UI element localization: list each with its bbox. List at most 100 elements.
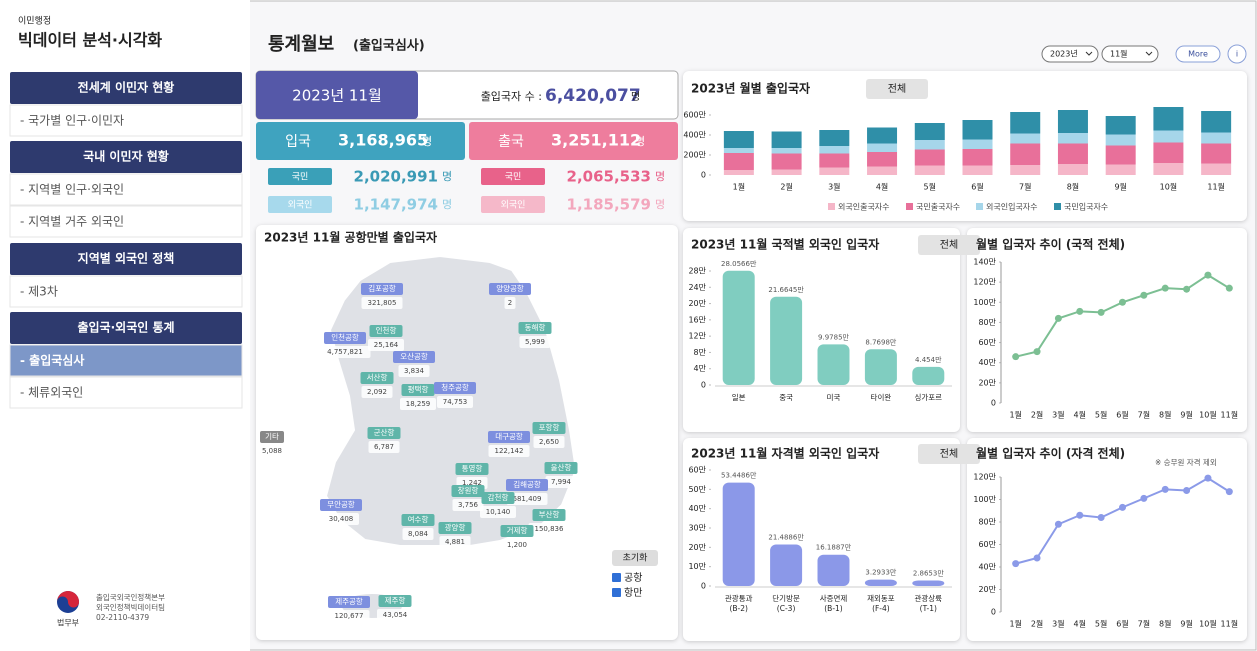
- port-tag[interactable]: [506, 479, 548, 491]
- unit: 명: [442, 170, 452, 183]
- port-name[interactable]: 제주항: [385, 596, 406, 605]
- port-name[interactable]: 군산항: [374, 427, 395, 437]
- port-tag[interactable]: [260, 431, 284, 443]
- port-name[interactable]: 김해공항: [513, 479, 541, 489]
- port-name[interactable]: 평택항: [408, 384, 429, 394]
- port-tag[interactable]: [434, 382, 476, 394]
- menu-label[interactable]: - 지역별 인구·외국인: [20, 183, 124, 197]
- menu-item[interactable]: [9, 205, 243, 238]
- menu-item[interactable]: [9, 275, 243, 308]
- port-name[interactable]: 서산항: [367, 372, 388, 382]
- x-tick-label: 11월: [1221, 410, 1239, 420]
- y-tick-label: 200만: [683, 151, 706, 160]
- point: [1140, 291, 1148, 299]
- reset-button[interactable]: [612, 550, 658, 566]
- foreign-badge-label: 외국인: [501, 199, 526, 211]
- port-name[interactable]: 여수항: [408, 514, 429, 524]
- filter-button[interactable]: [918, 235, 980, 255]
- info-label[interactable]: i: [1236, 50, 1238, 59]
- port-name[interactable]: 청주공항: [441, 383, 469, 392]
- port-tag[interactable]: [451, 485, 485, 497]
- port-tag[interactable]: [378, 595, 412, 607]
- port-tag[interactable]: [393, 351, 435, 363]
- port-tag[interactable]: [438, 522, 472, 534]
- port-tag[interactable]: [361, 283, 403, 295]
- port-name[interactable]: 오산공항: [400, 351, 428, 361]
- port-name[interactable]: 인천항: [376, 325, 397, 335]
- select[interactable]: [1041, 45, 1099, 63]
- checkbox[interactable]: [612, 573, 621, 582]
- select[interactable]: [1101, 45, 1159, 63]
- select-label[interactable]: 2023년: [1050, 49, 1078, 59]
- port-name[interactable]: 동해항: [525, 322, 546, 332]
- x-tick-label: 7월: [1138, 410, 1150, 420]
- port-tag[interactable]: [324, 332, 366, 344]
- bar-segment: [962, 120, 993, 140]
- port-name[interactable]: 인천공항: [331, 332, 359, 342]
- button-label[interactable]: 전체: [940, 448, 958, 460]
- port-name[interactable]: 감천항: [488, 492, 509, 502]
- port-tag[interactable]: [532, 422, 566, 434]
- port-tag[interactable]: [455, 463, 489, 475]
- menu-label[interactable]: - 제3차: [20, 285, 58, 299]
- legend-label[interactable]: 공항: [624, 572, 642, 584]
- port-tag[interactable]: [320, 499, 362, 511]
- y-tick-label: 20만: [688, 299, 706, 308]
- x-tick-label: (C-3): [777, 604, 796, 613]
- menu-item[interactable]: [9, 376, 243, 409]
- port-tag[interactable]: [488, 431, 530, 443]
- bar-segment: [1153, 142, 1184, 163]
- menu-label[interactable]: - 출입국심사: [20, 353, 84, 368]
- y-tick-label: 80만: [978, 518, 996, 527]
- port-name[interactable]: 김포공항: [368, 283, 396, 293]
- menu-item[interactable]: [9, 344, 243, 377]
- port-tag[interactable]: [518, 322, 552, 334]
- port-name[interactable]: 포항항: [539, 423, 560, 432]
- port-name[interactable]: 제주공항: [335, 597, 363, 606]
- port-value-box: [377, 609, 413, 621]
- port-tag[interactable]: [401, 384, 435, 396]
- filter-button[interactable]: [866, 79, 928, 99]
- port-tag[interactable]: [544, 462, 578, 474]
- checkbox[interactable]: [612, 588, 621, 597]
- info-button[interactable]: [1227, 44, 1247, 64]
- menu-label[interactable]: - 국가별 인구·이민자: [20, 114, 124, 128]
- port-name[interactable]: 부산항: [539, 509, 560, 519]
- national-badge-label: 국민: [505, 172, 522, 183]
- port-value: 10,140: [486, 508, 511, 516]
- reset-label[interactable]: 초기화: [623, 553, 648, 564]
- button-label[interactable]: 전체: [940, 239, 958, 251]
- port-name[interactable]: 대구공항: [495, 432, 523, 441]
- more-button[interactable]: [1175, 45, 1221, 63]
- port-tag[interactable]: [481, 492, 515, 504]
- port-tag[interactable]: [401, 514, 435, 526]
- port-name[interactable]: 양양공항: [496, 284, 524, 293]
- port-tag[interactable]: [500, 525, 534, 537]
- port-tag[interactable]: [360, 372, 394, 384]
- menu-label[interactable]: - 체류외국인: [20, 386, 83, 400]
- more-label[interactable]: More: [1188, 50, 1208, 59]
- port-tag[interactable]: [367, 427, 401, 439]
- select-label[interactable]: 11월: [1110, 49, 1128, 59]
- port-name[interactable]: 울산항: [551, 462, 572, 472]
- menu-label[interactable]: - 지역별 거주 외국인: [20, 215, 124, 229]
- port-name[interactable]: 통영항: [462, 463, 483, 473]
- port-name[interactable]: 기타: [265, 432, 279, 441]
- port-name[interactable]: 광양항: [445, 522, 466, 532]
- menu-item[interactable]: [9, 173, 243, 206]
- port-tag[interactable]: [489, 283, 531, 295]
- x-tick-label: 8월: [1159, 619, 1171, 629]
- legend-label[interactable]: 항만: [624, 587, 642, 599]
- port-name[interactable]: 거제항: [507, 526, 528, 535]
- port-name[interactable]: 창원항: [458, 486, 479, 495]
- button-label[interactable]: 전체: [888, 83, 906, 95]
- port-tag[interactable]: [532, 509, 566, 521]
- port-tag[interactable]: [328, 596, 370, 608]
- port-tag[interactable]: [369, 325, 403, 337]
- value-label: 21.4886만: [768, 532, 804, 541]
- bar-segment: [1057, 164, 1088, 175]
- port-name[interactable]: 무안공항: [327, 499, 355, 509]
- bar-segment: [914, 165, 945, 175]
- filter-button[interactable]: [918, 444, 980, 464]
- menu-item[interactable]: [9, 104, 243, 137]
